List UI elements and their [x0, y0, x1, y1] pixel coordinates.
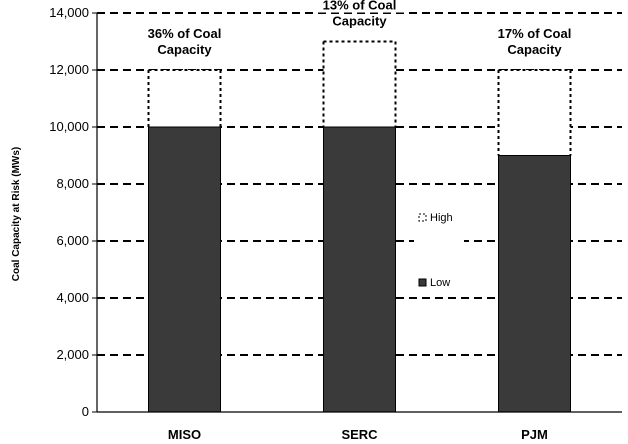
y-tick-label: 10,000 [49, 119, 89, 134]
annotation-bg [502, 43, 567, 58]
legend-swatch-high [418, 213, 427, 222]
y-tick-label: 6,000 [56, 233, 89, 248]
annotation-bg [327, 14, 392, 30]
y-tick-labels: 0 2,000 4,000 6,000 8,000 10,000 12,000 14,000 [49, 5, 89, 419]
y-tick-label: 2,000 [56, 347, 89, 362]
bar-low-serc [323, 126, 396, 413]
bar-low-miso [148, 126, 221, 413]
bar-high-pjm [498, 70, 571, 156]
y-tick-label: 0 [82, 404, 89, 419]
annotation-line1: 36% of Coal [148, 26, 222, 41]
x-category-label: MISO [168, 427, 201, 442]
y-tick-label: 4,000 [56, 290, 89, 305]
legend-swatch-low [418, 278, 427, 287]
annotation-line2: Capacity [157, 42, 212, 57]
bars [147, 40, 572, 413]
annotation-line2: Capacity [507, 42, 562, 57]
annotation-line2: Capacity [332, 14, 387, 29]
legend-label-high: High [430, 212, 453, 224]
annotation-bg [313, 0, 406, 13]
annotation-bg [488, 25, 581, 41]
bar-high-serc [323, 41, 396, 127]
y-tick-label: 8,000 [56, 176, 89, 191]
bar-high-miso [148, 70, 221, 127]
bar-low-pjm [498, 155, 571, 413]
x-category-label: SERC [341, 427, 378, 442]
y-tick-label: 14,000 [49, 5, 89, 20]
legend-label-low: Low [430, 277, 450, 289]
y-tick-label: 12,000 [49, 62, 89, 77]
annotation-bg [138, 25, 231, 41]
y-axis-label: Coal Capacity at Risk (MWs) [11, 147, 22, 281]
axes [92, 12, 622, 413]
annotation-line1: 13% of Coal [323, 0, 397, 13]
legend: High Low [414, 205, 464, 297]
x-category-labels: MISO SERC PJM [168, 427, 548, 442]
annotation-line1: 17% of Coal [498, 26, 572, 41]
annotation-bg [152, 43, 217, 58]
x-category-label: PJM [521, 427, 548, 442]
